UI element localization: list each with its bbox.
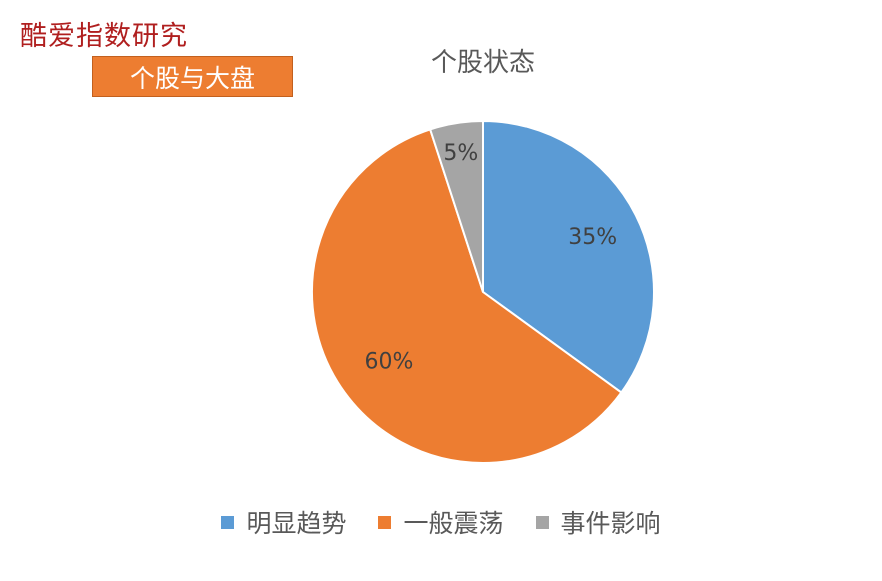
legend-swatch (221, 515, 235, 529)
legend-label: 明显趋势 (246, 509, 347, 538)
chart-title: 个股状态 (430, 48, 535, 78)
legend-item-event: 事件影响 (535, 504, 661, 540)
legend-swatch (535, 515, 549, 529)
legend-label: 事件影响 (560, 509, 661, 538)
legend-item-oscillation: 一般震荡 (378, 504, 504, 540)
data-label: 5% (443, 141, 478, 166)
section-tag: 个股与大盘 (92, 56, 293, 97)
slice-event (428, 119, 484, 293)
data-label: 60% (364, 349, 413, 374)
legend-swatch (378, 515, 392, 529)
legend: 明显趋势 一般震荡 事件影响 (0, 504, 882, 540)
brand-title: 酷爱指数研究 (20, 21, 188, 52)
legend-label: 一般震荡 (403, 509, 504, 538)
slice-trend (482, 119, 655, 394)
slice-oscillation (311, 128, 623, 464)
data-label: 35% (568, 225, 617, 250)
legend-item-trend: 明显趋势 (221, 504, 346, 540)
